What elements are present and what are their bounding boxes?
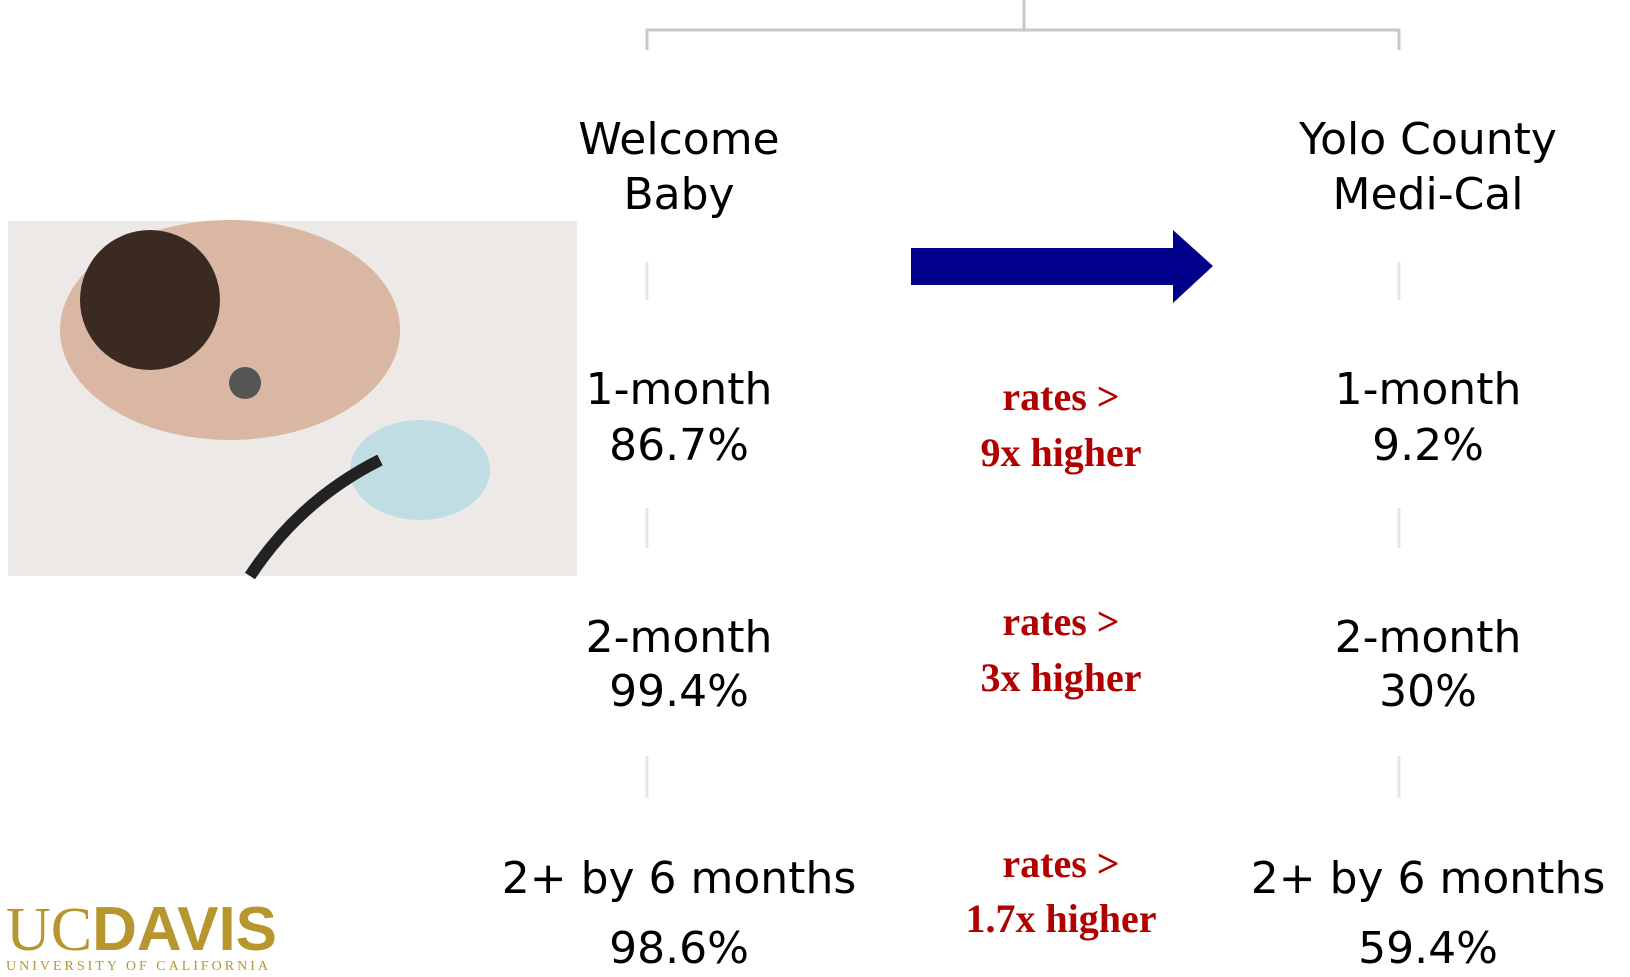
item-label: 2+ by 6 months (502, 853, 857, 904)
comparison: rates > (1002, 841, 1119, 886)
logo-uc: UC (6, 896, 92, 964)
logo-text: UCDAVIS (6, 895, 277, 964)
item-value: 9.2% (1372, 420, 1484, 471)
comparison: rates > (1002, 599, 1119, 644)
photo (8, 220, 577, 576)
logo: UCDAVIS UNIVERSITY OF CALIFORNIA (6, 895, 277, 974)
dividers (647, 262, 1399, 798)
column-header: Baby (623, 169, 734, 220)
item-label: 2+ by 6 months (1251, 853, 1606, 904)
column-header: Yolo County (1298, 114, 1557, 165)
item-value: 59.4% (1358, 923, 1498, 974)
comparison: 1.7x higher (965, 896, 1156, 941)
logo-davis: DAVIS (92, 895, 277, 964)
item-value: 98.6% (609, 923, 749, 974)
item-value: 30% (1379, 666, 1477, 717)
column-header: Medi-Cal (1333, 169, 1524, 220)
item-label: 2-month (1335, 612, 1522, 663)
comparison: rates > (1002, 374, 1119, 419)
bracket (647, 0, 1399, 50)
comparison: 9x higher (980, 430, 1141, 475)
column-header: Welcome (578, 114, 779, 165)
item-value: 86.7% (609, 420, 749, 471)
item-label: 1-month (586, 364, 773, 415)
slide: Welcome Baby Yolo County Medi-Cal 1-mont… (0, 0, 1630, 977)
item-label: 2-month (586, 612, 773, 663)
item-value: 99.4% (609, 666, 749, 717)
comparison: 3x higher (980, 655, 1141, 700)
item-label: 1-month (1335, 364, 1522, 415)
arrow (911, 230, 1213, 303)
